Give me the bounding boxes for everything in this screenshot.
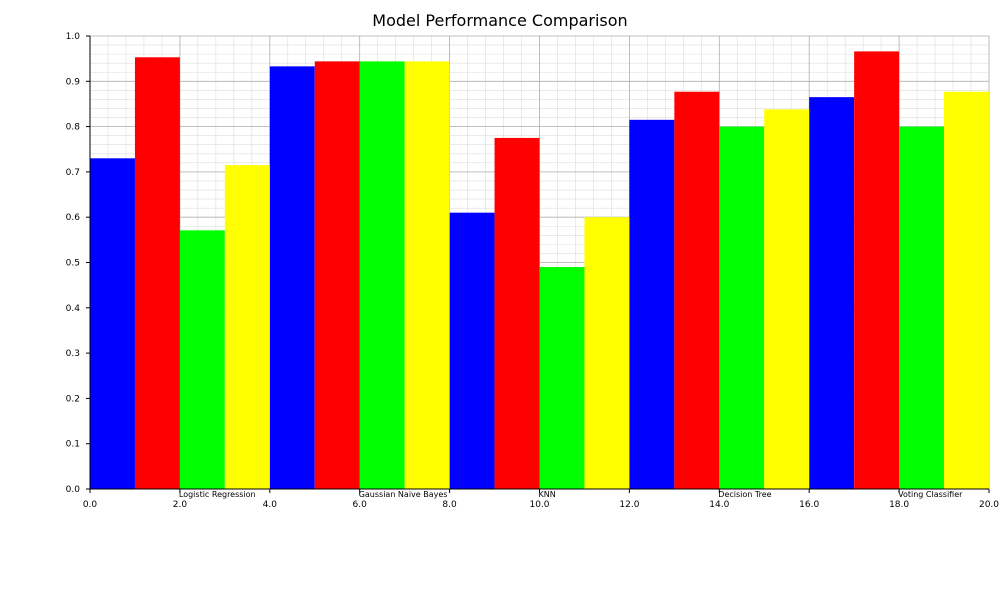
y-tick-label: 0.5	[66, 259, 80, 269]
bar-series-3-4	[719, 126, 765, 489]
category-label: Logistic Regression	[179, 490, 256, 499]
y-tick-label: 0.8	[66, 123, 81, 133]
y-tick-label: 0.6	[66, 213, 81, 223]
category-label: KNN	[539, 490, 556, 499]
y-tick-label: 0.4	[66, 304, 81, 314]
x-tick-label: 8.0	[442, 500, 457, 510]
y-tick-label: 0.1	[66, 440, 80, 450]
bar-series-4-3	[584, 217, 630, 489]
bar-series-1-2	[269, 66, 315, 489]
x-tick-label: 14.0	[709, 500, 729, 510]
bar-series-1-1	[90, 158, 135, 489]
y-tick-label: 0.2	[66, 394, 80, 404]
bar-series-3-2	[359, 61, 405, 489]
bar-series-1-3	[449, 212, 495, 490]
x-tick-label: 20.0	[979, 500, 999, 510]
y-tick-label: 0.3	[66, 349, 80, 359]
bar-series-2-1	[134, 57, 180, 489]
bar-series-3-3	[539, 267, 585, 489]
bar-series-2-2	[314, 61, 360, 489]
bar-series-4-2	[404, 61, 450, 489]
x-tick-label: 0.0	[83, 500, 98, 510]
chart-title: Model Performance Comparison	[372, 11, 628, 30]
bar-series-2-3	[494, 137, 540, 490]
y-tick-label: 0.9	[66, 77, 81, 87]
bar-series-4-1	[224, 165, 270, 490]
y-tick-label: 0.7	[66, 168, 80, 178]
x-tick-label: 16.0	[799, 500, 819, 510]
x-tick-label: 2.0	[173, 500, 188, 510]
bar-series-1-4	[629, 119, 675, 490]
bar-series-3-5	[899, 126, 945, 489]
category-label: Gaussian Naive Bayes	[359, 490, 448, 499]
x-tick-label: 18.0	[889, 500, 909, 510]
x-tick-label: 4.0	[263, 500, 278, 510]
bar-series-4-4	[764, 109, 810, 490]
bar-series-3-1	[179, 230, 225, 489]
x-tick-label: 6.0	[353, 500, 368, 510]
y-tick-label: 1.0	[66, 32, 81, 42]
bar-series-2-4	[674, 91, 720, 490]
x-tick-label: 12.0	[619, 500, 639, 510]
category-label: Voting Classifier	[898, 490, 963, 499]
y-tick-label: 0.0	[66, 485, 81, 495]
x-tick-label: 10.0	[529, 500, 549, 510]
bar-series-2-5	[854, 51, 900, 489]
bar-series-4-5	[944, 91, 989, 490]
category-label: Decision Tree	[718, 490, 771, 499]
bar-series-1-5	[809, 97, 855, 489]
